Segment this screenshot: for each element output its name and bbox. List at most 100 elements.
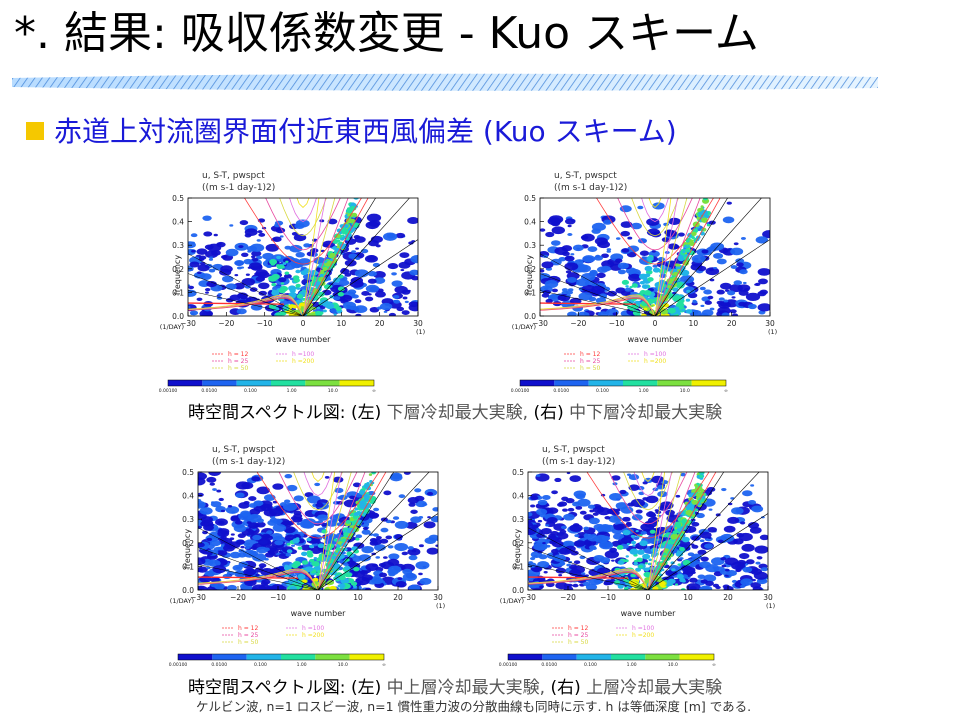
spectral-blob [365,587,372,590]
spectral-blob [303,518,316,526]
spectral-blob [530,556,536,561]
spectral-blob [757,303,770,312]
spectral-blob [397,577,403,580]
spectral-blob [625,523,632,527]
spectral-blob [415,500,427,508]
spectral-peak-blob [635,529,639,533]
kelvin-dispersion-curve [317,472,342,590]
spectral-blob [394,285,408,294]
spectral-blob [744,288,750,292]
spectral-blob [617,269,626,275]
rossby-dispersion-curve [528,571,649,590]
spectral-blob [582,255,596,263]
spectral-blob [619,489,627,495]
spectral-blob [205,291,209,294]
spectral-blob [393,299,397,303]
kelvin-dispersion-curve [302,198,369,316]
spectral-peak-blob [672,287,679,292]
legend-label: h =100 [632,625,654,632]
spectral-blob [572,501,581,507]
reference-line [654,198,762,316]
spectral-peak-blob [345,558,350,562]
spectral-blob [726,201,732,205]
spectral-blob [225,283,237,290]
spectral-blob [530,495,539,501]
spectral-peak-blob [639,540,648,547]
spectral-blob [247,522,260,529]
spectral-peak-blob [643,571,652,578]
spectral-blob [564,255,575,262]
spectral-blob [757,268,770,276]
spectral-blob [546,517,558,524]
spectral-blob [537,499,548,506]
spectral-blob [679,557,684,560]
spectral-peak-blob [624,559,629,563]
spectral-blob [576,278,590,287]
spectral-blob [596,272,606,279]
colorbar-frame [177,653,385,661]
kelvin-ridge-blob [663,555,667,558]
caption-bottom-lead: 時空間スペクトル図: [188,678,351,698]
y-tick-label: 0.5 [182,468,194,477]
spectral-peak-blob [316,306,321,310]
y-tick-label: 0.3 [512,515,524,524]
x-axis-label: wave number [276,335,332,344]
kelvin-dispersion-curve [647,472,696,590]
kelvin-ridge-blob [685,509,693,516]
spectral-peak-blob [659,265,667,270]
kelvin-dispersion-curve [647,472,672,590]
spectral-blob [581,233,595,242]
spectral-blob [391,272,397,276]
spectral-peak-blob [320,299,329,306]
colorbar-segment [246,654,281,660]
kelvin-ridge-blob [322,266,328,272]
spectral-blob [371,538,383,545]
kelvin-ridge-blob [345,237,350,240]
caption-top: 時空間スペクトル図: (左) 下層冷却最大実験, (右) 中下層冷却最大実験 [188,402,722,424]
spectral-blob [591,546,597,550]
rossby-highlight-line [528,576,629,579]
spectrum-field [528,472,768,590]
spectral-blob [717,539,724,544]
y-tick-label: 0.2 [182,539,194,548]
spectral-peak-blob [636,313,641,316]
spectral-blob [432,507,438,512]
spectral-peak-blob [282,262,287,265]
plot-header-units: ((m s-1 day-1)2) [542,457,615,467]
spectral-blob [283,526,296,534]
colorbar-segment [679,654,714,660]
spectral-peak-blob [681,309,685,312]
spectral-blob [573,540,586,547]
spectral-blob [408,584,421,590]
spectral-blob [689,577,698,583]
gravity-dispersion-curve [244,198,362,265]
spectral-blob [561,288,568,292]
spectral-peak-blob [355,537,360,541]
spectral-blob [395,232,406,239]
kelvin-ridge-blob [352,515,357,519]
spectral-blob [572,244,584,252]
spectral-blob [697,265,707,272]
spectral-blob [751,578,756,582]
spectral-blob [740,584,746,588]
spectral-blob [640,523,655,532]
spectral-blob [547,217,562,226]
spectral-blob [382,232,398,241]
spectral-blob [609,493,623,501]
spectral-blob [569,475,582,483]
spectral-blob [198,477,206,486]
reference-line [647,472,725,590]
spectral-blob [407,217,418,225]
spectral-blob [248,550,259,557]
kelvin-ridge-blob [329,258,334,262]
kelvin-ridge-blob [700,205,704,208]
spectral-blob [645,495,659,504]
spectral-blob [531,524,539,529]
spectral-blob [251,587,259,590]
spectral-peak-blob [675,281,684,288]
spectral-blob [612,312,618,316]
spectral-blob [293,534,302,539]
spectral-blob [722,584,730,589]
spectral-blob [385,535,393,540]
colorbar-segment [542,654,577,660]
